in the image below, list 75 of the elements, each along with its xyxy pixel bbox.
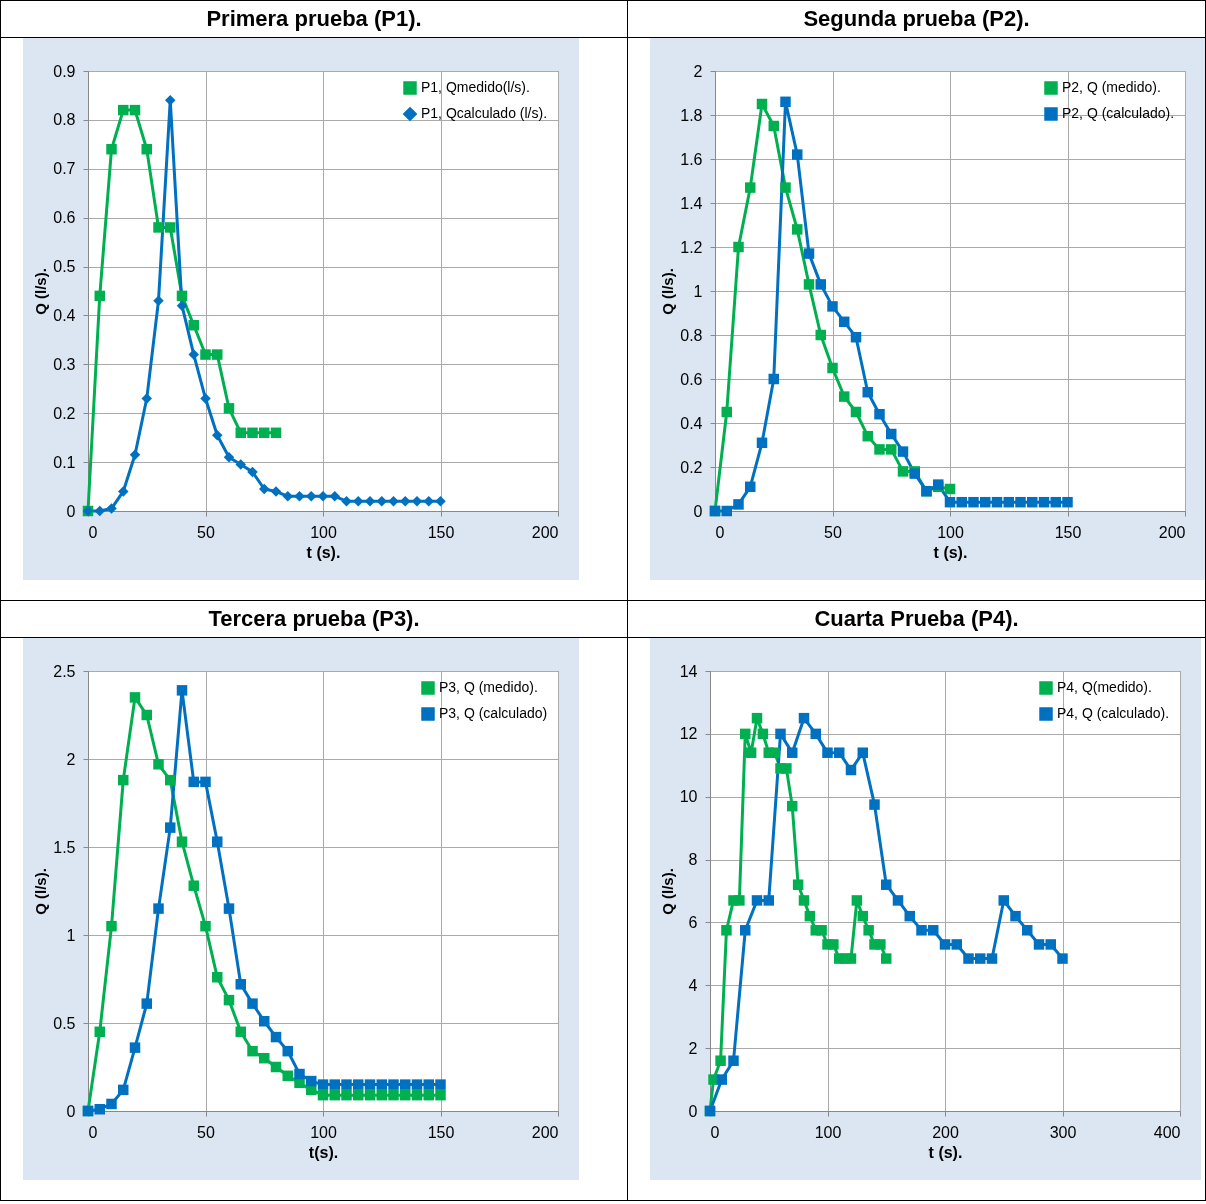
legend-label: P1, Qcalculado (l/s). <box>421 105 548 121</box>
y-tick-label: 1.2 <box>680 238 703 256</box>
y-tick-label: 1.6 <box>680 150 703 168</box>
y-axis-title: Q (l/s). <box>658 868 676 915</box>
legend-label: P4, Q (calculado). <box>1057 705 1170 721</box>
y-tick-label: 0 <box>66 1102 76 1120</box>
chart-title: Segunda prueba (P2). <box>628 1 1205 38</box>
y-tick-label: 1.5 <box>53 838 76 856</box>
y-tick-label: 0.1 <box>53 453 76 471</box>
y-axis-title: Q (l/s). <box>32 868 50 915</box>
y-tick-label: 2 <box>688 1039 698 1057</box>
chart-title: Tercera prueba (P3). <box>1 601 627 638</box>
y-tick-label: 0.7 <box>53 160 76 178</box>
y-tick-label: 0.9 <box>53 62 76 80</box>
chart-title: Primera prueba (P1). <box>1 1 627 38</box>
y-tick-label: 14 <box>679 662 698 680</box>
y-tick-label: 1.4 <box>680 194 703 212</box>
y-tick-label: 12 <box>679 725 698 743</box>
x-axis-title: t (s). <box>306 543 341 561</box>
y-tick-label: 0.4 <box>53 306 76 324</box>
x-tick-label: 100 <box>937 523 964 541</box>
y-tick-label: 0.8 <box>680 326 703 344</box>
y-tick-label: 0 <box>688 1102 698 1120</box>
x-tick-label: 0 <box>710 1123 720 1141</box>
y-tick-label: 1.8 <box>680 106 703 124</box>
x-tick-label: 400 <box>1153 1123 1181 1141</box>
x-tick-label: 50 <box>197 523 215 541</box>
x-tick-label: 50 <box>197 1123 215 1141</box>
y-tick-label: 2 <box>693 62 703 80</box>
y-tick-label: 0.6 <box>680 370 703 388</box>
y-tick-label: 0.6 <box>53 209 76 227</box>
x-tick-label: 150 <box>1054 523 1082 541</box>
y-tick-label: 0.5 <box>53 1014 76 1032</box>
x-tick-label: 0 <box>88 1123 98 1141</box>
x-tick-label: 200 <box>531 1123 559 1141</box>
y-axis-title: Q (l/s). <box>32 268 50 315</box>
y-tick-label: 10 <box>679 788 698 806</box>
legend-label: P2, Q (calculado). <box>1062 105 1175 121</box>
y-tick-label: 1 <box>693 282 703 300</box>
x-tick-label: 0 <box>88 523 98 541</box>
x-tick-label: 200 <box>932 1123 959 1141</box>
legend-label: P3, Q (medido). <box>439 679 538 695</box>
x-tick-label: 100 <box>310 1123 337 1141</box>
x-axis-title: t (s). <box>928 1143 963 1161</box>
legend-label: P2, Q (medido). <box>1062 79 1161 95</box>
legend-label: P1, Qmedido(l/s). <box>421 79 530 95</box>
y-tick-label: 0.2 <box>680 458 703 476</box>
y-tick-label: 6 <box>688 913 698 931</box>
y-tick-label: 4 <box>688 976 698 994</box>
x-tick-label: 100 <box>814 1123 842 1141</box>
y-axis-title: Q (l/s). <box>659 268 677 315</box>
chart-title: Cuarta Prueba (P4). <box>628 601 1205 638</box>
x-tick-label: 150 <box>427 523 455 541</box>
x-tick-label: 0 <box>715 523 725 541</box>
x-tick-label: 200 <box>531 523 559 541</box>
y-tick-label: 0.8 <box>53 111 76 129</box>
x-tick-label: 300 <box>1049 1123 1077 1141</box>
x-tick-label: 100 <box>310 523 337 541</box>
y-tick-label: 0.2 <box>53 404 76 422</box>
x-tick-label: 150 <box>427 1123 455 1141</box>
y-tick-label: 0 <box>66 502 76 520</box>
y-tick-label: 8 <box>688 851 698 869</box>
x-tick-label: 200 <box>1158 523 1186 541</box>
y-tick-label: 1 <box>66 926 76 944</box>
x-axis-title: t(s). <box>308 1143 339 1161</box>
x-tick-label: 50 <box>824 523 842 541</box>
x-axis-title: t (s). <box>933 543 968 561</box>
y-tick-label: 2.5 <box>53 662 76 680</box>
legend-label: P3, Q (calculado) <box>439 705 548 721</box>
y-tick-label: 0 <box>693 502 703 520</box>
y-tick-label: 0.3 <box>53 355 76 373</box>
y-tick-label: 0.4 <box>680 414 703 432</box>
y-tick-label: 0.5 <box>53 258 76 276</box>
y-tick-label: 2 <box>66 750 76 768</box>
legend-label: P4, Q(medido). <box>1057 679 1152 695</box>
